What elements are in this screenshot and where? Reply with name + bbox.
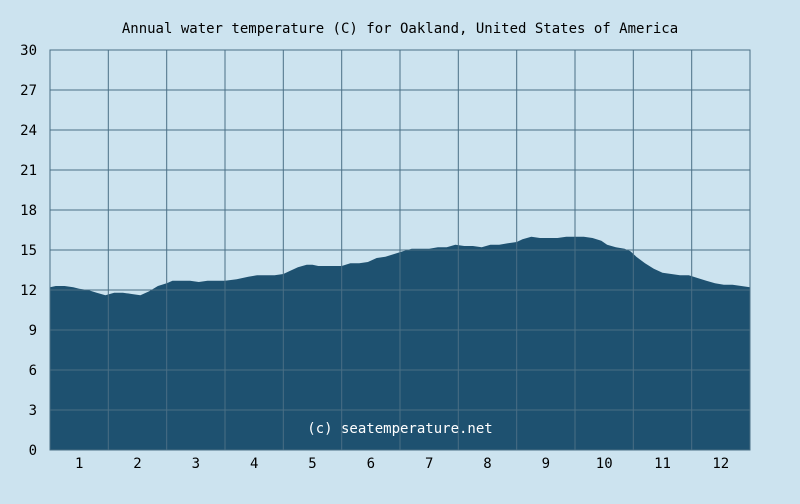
y-tick-label: 15 <box>20 243 37 259</box>
y-tick-label: 6 <box>29 363 37 379</box>
y-tick-label: 9 <box>29 323 37 339</box>
x-tick-label: 5 <box>308 456 316 472</box>
x-tick-label: 7 <box>425 456 433 472</box>
x-tick-label: 6 <box>367 456 375 472</box>
y-tick-label: 30 <box>20 43 37 59</box>
x-tick-label: 12 <box>712 456 729 472</box>
y-tick-label: 12 <box>20 283 37 299</box>
y-tick-label: 18 <box>20 203 37 219</box>
y-tick-label: 3 <box>29 403 37 419</box>
plot-border <box>49 49 751 451</box>
x-tick-label: 11 <box>654 456 671 472</box>
watermark-text: (c) seatemperature.net <box>307 421 492 437</box>
x-tick-label: 2 <box>133 456 141 472</box>
chart-title: Annual water temperature (C) for Oakland… <box>122 21 678 37</box>
x-tick-label: 8 <box>483 456 491 472</box>
y-tick-label: 27 <box>20 83 37 99</box>
x-tick-label: 10 <box>596 456 613 472</box>
x-tick-label: 4 <box>250 456 258 472</box>
y-tick-label: 0 <box>29 443 37 459</box>
x-tick-label: 1 <box>75 456 83 472</box>
x-tick-label: 3 <box>192 456 200 472</box>
y-tick-label: 21 <box>20 163 37 179</box>
y-tick-label: 24 <box>20 123 37 139</box>
x-tick-label: 9 <box>542 456 550 472</box>
